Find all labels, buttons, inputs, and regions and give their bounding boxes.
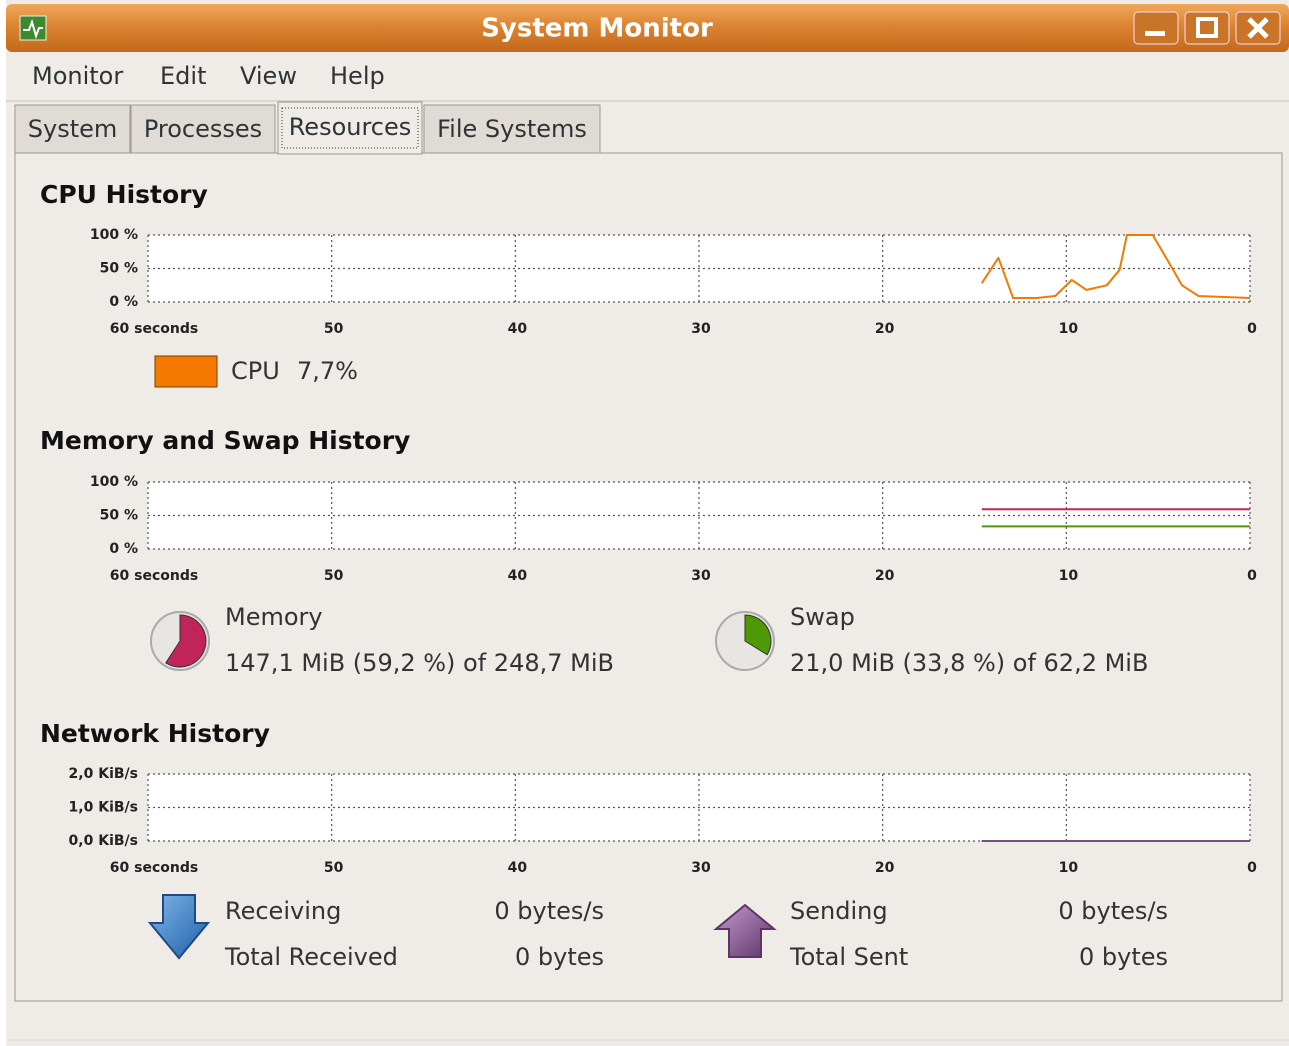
window-title: System Monitor bbox=[481, 14, 713, 44]
x-tick-label: 30 bbox=[691, 321, 711, 337]
sending-rate: 0 bytes/s bbox=[1058, 897, 1168, 925]
x-tick-label: 50 bbox=[324, 860, 344, 876]
section-title: Memory and Swap History bbox=[40, 426, 410, 455]
section-title: CPU History bbox=[40, 180, 208, 209]
x-tick-label: 10 bbox=[1059, 321, 1079, 337]
x-tick-label: 50 bbox=[324, 568, 344, 584]
memory-label: Memory bbox=[225, 603, 323, 631]
minimize-icon bbox=[1145, 31, 1165, 36]
x-tick-label: 30 bbox=[691, 860, 711, 876]
receive-arrow-icon bbox=[147, 894, 211, 960]
memory-info: 147,1 MiB (59,2 %) of 248,7 MiB bbox=[225, 649, 614, 677]
close-icon bbox=[1247, 17, 1269, 39]
menu-item[interactable]: View bbox=[240, 62, 297, 90]
window-buttons bbox=[1133, 11, 1281, 45]
y-tick-label: 0 % bbox=[109, 541, 138, 557]
tab-focus bbox=[281, 107, 419, 149]
minimize-button[interactable] bbox=[1133, 11, 1179, 45]
total-received-label: Total Received bbox=[224, 943, 398, 971]
tab-label: Processes bbox=[144, 115, 262, 143]
tab-label: File Systems bbox=[437, 115, 587, 143]
section-title: Network History bbox=[40, 719, 270, 748]
cpu-legend-swatch bbox=[154, 355, 218, 388]
tab[interactable] bbox=[14, 104, 131, 154]
menu-item[interactable]: Edit bbox=[160, 62, 206, 90]
title-bar bbox=[6, 4, 1289, 52]
tab[interactable] bbox=[130, 104, 276, 154]
usage-pie bbox=[165, 614, 207, 668]
y-tick-label: 0,0 KiB/s bbox=[69, 833, 138, 849]
tab[interactable] bbox=[277, 101, 423, 155]
y-tick-label: 1,0 KiB/s bbox=[69, 800, 138, 816]
x-tick-label: 40 bbox=[508, 568, 528, 584]
app-icon-graph bbox=[23, 18, 43, 40]
series-line bbox=[980, 234, 1251, 299]
x-tick-label: 20 bbox=[875, 321, 895, 337]
swap-info: 21,0 MiB (33,8 %) of 62,2 MiB bbox=[790, 649, 1148, 677]
x-tick-label: 30 bbox=[691, 568, 711, 584]
receiving-rate: 0 bytes/s bbox=[494, 897, 604, 925]
x-tick-label: 10 bbox=[1059, 568, 1079, 584]
swap-label: Swap bbox=[790, 603, 855, 631]
x-tick-label: 40 bbox=[508, 860, 528, 876]
y-tick-label: 100 % bbox=[90, 227, 138, 243]
x-tick-label: 0 bbox=[1247, 860, 1257, 876]
usage-pie bbox=[744, 614, 772, 656]
cpu-legend-value: 7,7% bbox=[297, 357, 358, 385]
x-tick-label: 40 bbox=[508, 321, 528, 337]
total-received: 0 bytes bbox=[515, 943, 604, 971]
sending-label: Sending bbox=[790, 897, 888, 925]
x-tick-label: 10 bbox=[1059, 860, 1079, 876]
tab-label: Resources bbox=[289, 113, 412, 141]
y-tick-label: 50 % bbox=[100, 508, 138, 524]
y-tick-label: 0 % bbox=[109, 294, 138, 310]
total-sent: 0 bytes bbox=[1079, 943, 1168, 971]
x-tick-label: 60 seconds bbox=[110, 321, 198, 337]
cpu-legend-label: CPU bbox=[231, 357, 280, 385]
x-tick-label: 50 bbox=[324, 321, 344, 337]
x-tick-label: 20 bbox=[875, 568, 895, 584]
x-tick-label: 0 bbox=[1247, 321, 1257, 337]
y-tick-label: 50 % bbox=[100, 261, 138, 277]
send-arrow-icon bbox=[713, 903, 777, 958]
menu-item[interactable]: Monitor bbox=[32, 62, 123, 90]
x-tick-label: 60 seconds bbox=[110, 860, 198, 876]
menu-item[interactable]: Help bbox=[330, 62, 385, 90]
x-tick-label: 60 seconds bbox=[110, 568, 198, 584]
receiving-label: Receiving bbox=[225, 897, 341, 925]
x-tick-label: 0 bbox=[1247, 568, 1257, 584]
x-tick-label: 20 bbox=[875, 860, 895, 876]
tab-label: System bbox=[28, 115, 118, 143]
total-sent-label: Total Sent bbox=[789, 943, 908, 971]
maximize-icon bbox=[1196, 17, 1218, 38]
y-tick-label: 100 % bbox=[90, 474, 138, 490]
maximize-button[interactable] bbox=[1184, 11, 1230, 45]
tab[interactable] bbox=[423, 104, 601, 154]
y-tick-label: 2,0 KiB/s bbox=[69, 766, 138, 782]
